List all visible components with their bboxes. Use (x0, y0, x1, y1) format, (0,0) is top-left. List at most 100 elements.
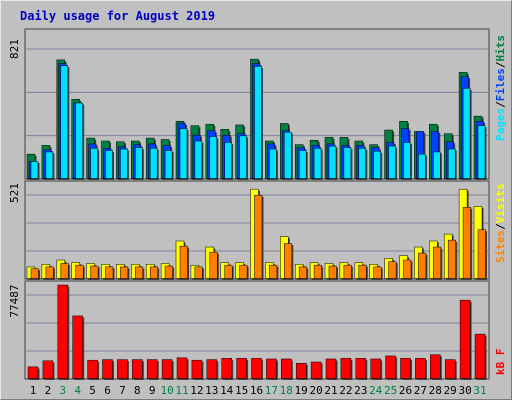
sites-bar (45, 266, 54, 279)
sites-bar (433, 246, 442, 279)
sites-bar (135, 266, 144, 279)
sites-bar (254, 194, 263, 279)
kbytes-bar (27, 366, 39, 379)
sites-bar (224, 264, 233, 279)
legend-mid: Sites/Visits (494, 184, 507, 264)
pages-bar (313, 148, 322, 179)
sites-bar (75, 264, 84, 279)
ymax-top: 821 (8, 39, 21, 59)
x-tick-label: 2 (45, 384, 52, 397)
kbytes-bar (474, 333, 486, 379)
pages-bar (462, 88, 471, 179)
x-tick-label: 20 (309, 384, 322, 397)
pages-bar (179, 128, 188, 179)
x-tick-label: 14 (220, 384, 234, 397)
legend-sep: / (494, 101, 507, 108)
x-tick-label: 27 (414, 384, 427, 397)
pages-bar (224, 142, 232, 179)
x-tick-label: 7 (119, 384, 126, 397)
pages-bar (388, 145, 396, 179)
x-tick-label: 3 (59, 384, 66, 397)
x-tick-label: 15 (235, 384, 248, 397)
kbytes-bar (176, 357, 188, 379)
pages-bar (105, 150, 113, 179)
kbytes-bar (72, 315, 83, 379)
sites-bar (373, 266, 382, 279)
x-tick-label: 19 (295, 384, 308, 397)
x-tick-label: 23 (354, 384, 367, 397)
pages-bar (194, 140, 203, 179)
kbytes-bar (295, 362, 307, 379)
sites-bar (328, 265, 337, 279)
x-tick-label: 24 (369, 384, 383, 397)
sites-bar (284, 243, 293, 279)
sites-bar (358, 264, 367, 279)
kbytes-bar (430, 354, 441, 379)
kbytes-bar (355, 358, 367, 379)
kbytes-bar (459, 299, 471, 379)
kbytes-bar (444, 359, 456, 379)
legend-sites: Sites (494, 230, 507, 263)
x-tick-label: 29 (444, 384, 457, 397)
kbytes-bar (281, 358, 292, 379)
kbytes-bar (340, 358, 352, 379)
kbytes-bar (266, 358, 277, 379)
x-tick-label: 6 (104, 384, 111, 397)
kbytes-bar (146, 359, 158, 379)
sites-bar (194, 266, 203, 279)
pages-bar (477, 125, 486, 179)
ymax-bot: 77487 (8, 284, 21, 317)
legend-visits: Visits (494, 184, 507, 224)
sites-bar (403, 259, 412, 279)
sites-bar (269, 264, 278, 279)
x-tick-label: 10 (160, 384, 173, 397)
sites-bar (164, 265, 173, 279)
pages-bar (45, 151, 54, 179)
pages-bar (284, 131, 292, 179)
sites-bar (462, 207, 471, 279)
kbytes-bar (102, 359, 113, 379)
pages-bar (403, 142, 411, 179)
sites-bar (388, 261, 397, 279)
pages-bar (239, 135, 247, 179)
pages-bar (373, 150, 381, 179)
kbytes-bar (221, 358, 232, 379)
sites-bar (90, 265, 99, 279)
kbytes-bar (325, 358, 337, 379)
x-tick-label: 17 (265, 384, 278, 397)
pages-bar (120, 148, 128, 179)
sites-bar (313, 264, 322, 279)
sites-bar (418, 252, 427, 279)
kbytes-bar (132, 359, 143, 379)
pages-bar (254, 66, 262, 179)
x-tick-label: 31 (473, 384, 486, 397)
pages-bar (298, 150, 307, 179)
ymax-mid: 521 (8, 183, 21, 203)
pages-bar (209, 136, 218, 179)
sites-bar (447, 239, 456, 279)
sites-bar (120, 266, 129, 279)
x-tick-label: 28 (429, 384, 442, 397)
x-tick-label: 11 (175, 384, 188, 397)
x-tick-label: 21 (324, 384, 337, 397)
kbytes-bar (206, 359, 218, 379)
legend-top: Pages/Files/Hits (494, 35, 507, 141)
legend-sep: / (494, 223, 507, 230)
legend-kbytes: kB F (494, 349, 507, 376)
x-tick-label: 8 (134, 384, 141, 397)
kbytes-bar (251, 358, 262, 379)
pages-bar (60, 65, 69, 179)
x-tick-label: 16 (250, 384, 263, 397)
pages-bar (30, 161, 39, 179)
pages-bar (75, 102, 83, 179)
x-tick-label: 4 (74, 384, 81, 397)
x-tick-label: 5 (89, 384, 96, 397)
legend-pages: Pages (494, 108, 507, 141)
pages-bar (328, 145, 337, 179)
x-axis-labels: 1 2 3 4 5 6 7 8 9 10 11 12 13 14 15 16 17 18 19 20 21 22 23 24 2… (30, 384, 487, 397)
x-tick-label: 25 (384, 384, 397, 397)
sites-bar (105, 266, 114, 279)
pages-bar (343, 147, 352, 179)
pages-bar (164, 150, 173, 179)
kbytes-bar (415, 358, 426, 379)
